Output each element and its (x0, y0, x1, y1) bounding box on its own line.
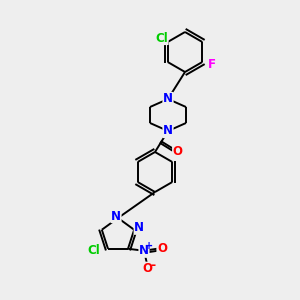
Text: O: O (173, 145, 183, 158)
Text: Cl: Cl (88, 244, 100, 257)
Text: O: O (157, 242, 167, 255)
Text: O: O (142, 262, 152, 275)
Text: N: N (139, 244, 149, 257)
Text: N: N (111, 209, 121, 223)
Text: F: F (208, 58, 216, 70)
Text: N: N (163, 92, 173, 106)
Text: Cl: Cl (155, 32, 168, 44)
Text: N: N (163, 124, 173, 137)
Text: -: - (150, 259, 156, 272)
Text: +: + (145, 241, 153, 251)
Text: N: N (134, 221, 144, 234)
